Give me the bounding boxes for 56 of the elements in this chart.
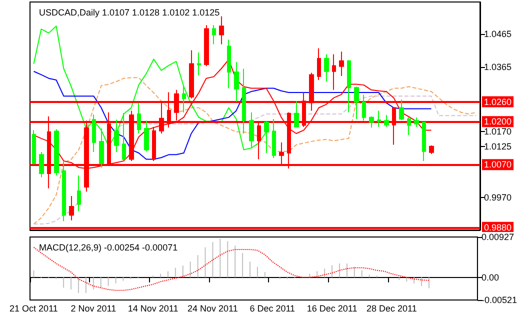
candlestick [414,116,419,128]
candlestick [144,120,149,152]
candlestick [32,130,36,165]
candlestick [39,152,44,178]
x-tick-label: 2 Nov 2011 [70,304,116,314]
candlestick [422,122,426,162]
candlestick [62,161,66,222]
x-tick-label: 6 Dec 2011 [250,304,296,314]
ref-line-label: 1.0260 [484,96,512,107]
ref-line-label: 1.0200 [484,116,512,127]
candlestick [272,118,276,158]
candlestick [407,116,411,136]
candlestick [377,110,381,128]
candlestick [429,144,434,154]
candlestick [354,86,359,120]
candlestick [234,62,239,102]
text: USDCAD,Daily 1.0107 1.0128 1.0102 1.0125 [39,8,220,18]
candlestick [399,98,404,120]
candlestick [219,16,224,45]
y-tick-label: -0.00521 [481,295,517,305]
candlestick [204,24,209,67]
candlestick [362,94,366,122]
candlestick [227,39,231,89]
x-tick-label: 14 Nov 2011 [128,304,178,314]
x-tick-label: 28 Dec 2011 [366,304,417,314]
y-tick-label: 1.0170 [484,126,512,137]
candlestick [384,114,389,128]
candlestick [242,68,246,134]
candlestick [152,126,156,162]
y-tick-label: 0.00927 [481,232,514,242]
y-tick-label: 1.0465 [484,29,512,40]
x-tick-label: 24 Nov 2011 [188,304,238,314]
candlestick [294,100,299,128]
candlestick [69,195,74,221]
candlestick [339,51,344,77]
y-tick-label: 0.9970 [484,192,512,203]
ref-line-label: 1.0070 [484,160,512,170]
candlestick [182,86,186,113]
candlestick [324,54,329,82]
candlestick [317,48,321,80]
ref-line-label: 0.9880 [484,222,512,232]
y-tick-label: 1.0125 [484,141,512,152]
candlestick [347,60,351,113]
candlestick [197,52,201,76]
y-tick-label: 1.0365 [484,62,512,72]
x-tick-label: 21 Oct 2011 [10,304,58,314]
text: MACD(12,26,9) -0.00254 -0.00071 [39,242,178,252]
y-tick-label: 0.00 [481,272,499,282]
candlestick [54,128,59,176]
line-series [33,70,432,160]
candlestick [137,102,141,134]
x-tick-label: 16 Dec 2011 [306,304,358,314]
candlestick [212,24,216,45]
candlestick [369,116,374,128]
candlestick [332,54,336,90]
candlestick [77,174,81,212]
